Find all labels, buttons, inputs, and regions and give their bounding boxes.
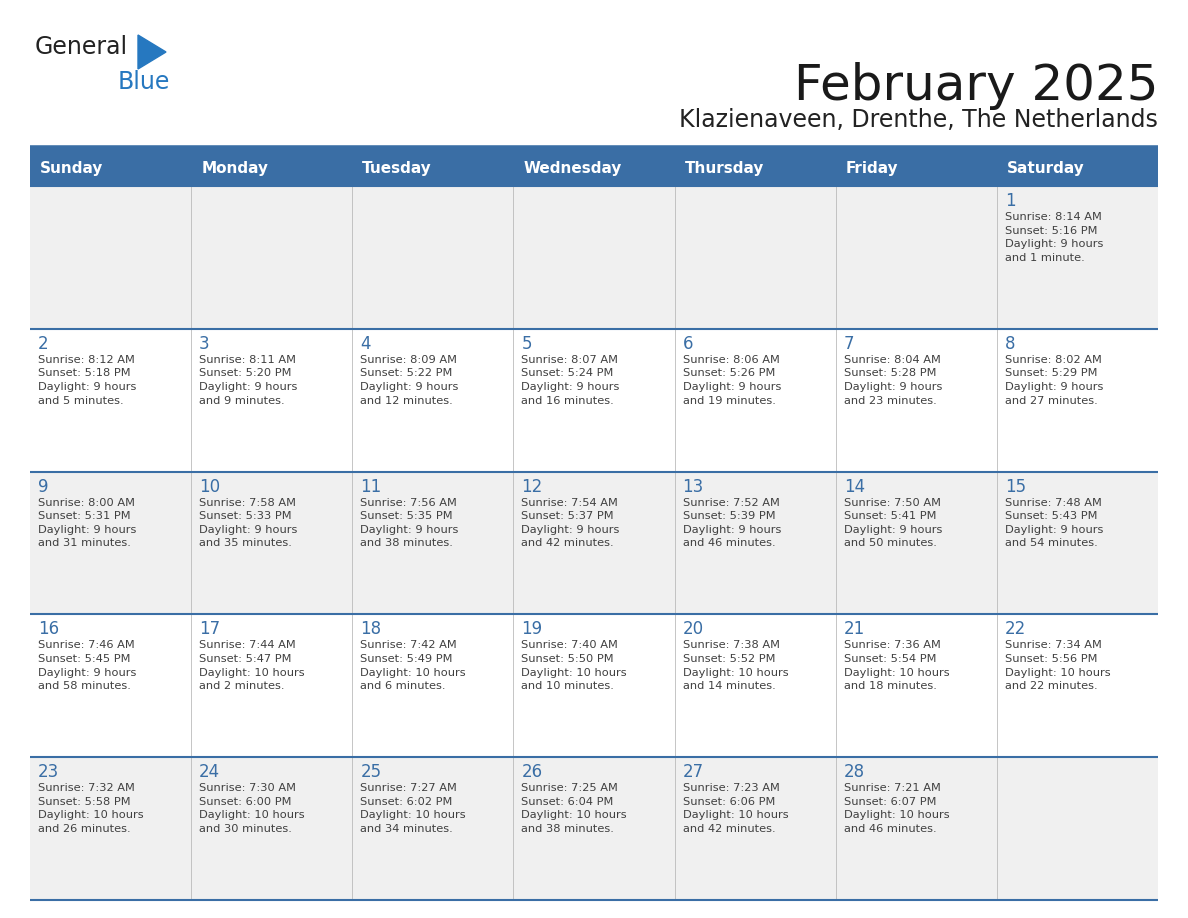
Text: 16: 16 xyxy=(38,621,59,638)
Text: Sunrise: 7:44 AM
Sunset: 5:47 PM
Daylight: 10 hours
and 2 minutes.: Sunrise: 7:44 AM Sunset: 5:47 PM Dayligh… xyxy=(200,641,305,691)
Text: Sunrise: 7:52 AM
Sunset: 5:39 PM
Daylight: 9 hours
and 46 minutes.: Sunrise: 7:52 AM Sunset: 5:39 PM Dayligh… xyxy=(683,498,781,548)
Text: Sunrise: 7:30 AM
Sunset: 6:00 PM
Daylight: 10 hours
and 30 minutes.: Sunrise: 7:30 AM Sunset: 6:00 PM Dayligh… xyxy=(200,783,305,834)
Text: General: General xyxy=(34,35,128,59)
Text: 3: 3 xyxy=(200,335,210,353)
Text: Sunrise: 7:38 AM
Sunset: 5:52 PM
Daylight: 10 hours
and 14 minutes.: Sunrise: 7:38 AM Sunset: 5:52 PM Dayligh… xyxy=(683,641,788,691)
Bar xyxy=(30,150,1158,186)
Text: 1: 1 xyxy=(1005,192,1016,210)
Text: Sunrise: 8:04 AM
Sunset: 5:28 PM
Daylight: 9 hours
and 23 minutes.: Sunrise: 8:04 AM Sunset: 5:28 PM Dayligh… xyxy=(843,354,942,406)
Text: 8: 8 xyxy=(1005,335,1016,353)
Text: 6: 6 xyxy=(683,335,693,353)
Text: Sunrise: 8:00 AM
Sunset: 5:31 PM
Daylight: 9 hours
and 31 minutes.: Sunrise: 8:00 AM Sunset: 5:31 PM Dayligh… xyxy=(38,498,137,548)
Text: Sunrise: 7:36 AM
Sunset: 5:54 PM
Daylight: 10 hours
and 18 minutes.: Sunrise: 7:36 AM Sunset: 5:54 PM Dayligh… xyxy=(843,641,949,691)
Text: Sunrise: 8:07 AM
Sunset: 5:24 PM
Daylight: 9 hours
and 16 minutes.: Sunrise: 8:07 AM Sunset: 5:24 PM Dayligh… xyxy=(522,354,620,406)
Text: 27: 27 xyxy=(683,763,703,781)
Text: Tuesday: Tuesday xyxy=(362,161,432,175)
Text: 14: 14 xyxy=(843,477,865,496)
Text: Sunrise: 7:48 AM
Sunset: 5:43 PM
Daylight: 9 hours
and 54 minutes.: Sunrise: 7:48 AM Sunset: 5:43 PM Dayligh… xyxy=(1005,498,1104,548)
Text: Sunrise: 7:56 AM
Sunset: 5:35 PM
Daylight: 9 hours
and 38 minutes.: Sunrise: 7:56 AM Sunset: 5:35 PM Dayligh… xyxy=(360,498,459,548)
Text: Sunrise: 7:42 AM
Sunset: 5:49 PM
Daylight: 10 hours
and 6 minutes.: Sunrise: 7:42 AM Sunset: 5:49 PM Dayligh… xyxy=(360,641,466,691)
Text: February 2025: February 2025 xyxy=(794,62,1158,110)
Text: Sunrise: 8:11 AM
Sunset: 5:20 PM
Daylight: 9 hours
and 9 minutes.: Sunrise: 8:11 AM Sunset: 5:20 PM Dayligh… xyxy=(200,354,297,406)
Bar xyxy=(30,757,1158,900)
Text: Sunrise: 7:40 AM
Sunset: 5:50 PM
Daylight: 10 hours
and 10 minutes.: Sunrise: 7:40 AM Sunset: 5:50 PM Dayligh… xyxy=(522,641,627,691)
Text: Sunrise: 7:54 AM
Sunset: 5:37 PM
Daylight: 9 hours
and 42 minutes.: Sunrise: 7:54 AM Sunset: 5:37 PM Dayligh… xyxy=(522,498,620,548)
Text: 25: 25 xyxy=(360,763,381,781)
Polygon shape xyxy=(138,35,166,69)
Text: 28: 28 xyxy=(843,763,865,781)
Text: Sunrise: 7:23 AM
Sunset: 6:06 PM
Daylight: 10 hours
and 42 minutes.: Sunrise: 7:23 AM Sunset: 6:06 PM Dayligh… xyxy=(683,783,788,834)
Text: 15: 15 xyxy=(1005,477,1026,496)
Text: Sunrise: 8:12 AM
Sunset: 5:18 PM
Daylight: 9 hours
and 5 minutes.: Sunrise: 8:12 AM Sunset: 5:18 PM Dayligh… xyxy=(38,354,137,406)
Text: Sunrise: 7:27 AM
Sunset: 6:02 PM
Daylight: 10 hours
and 34 minutes.: Sunrise: 7:27 AM Sunset: 6:02 PM Dayligh… xyxy=(360,783,466,834)
Text: 23: 23 xyxy=(38,763,59,781)
Text: Sunrise: 7:50 AM
Sunset: 5:41 PM
Daylight: 9 hours
and 50 minutes.: Sunrise: 7:50 AM Sunset: 5:41 PM Dayligh… xyxy=(843,498,942,548)
Text: Sunrise: 8:14 AM
Sunset: 5:16 PM
Daylight: 9 hours
and 1 minute.: Sunrise: 8:14 AM Sunset: 5:16 PM Dayligh… xyxy=(1005,212,1104,263)
Text: 12: 12 xyxy=(522,477,543,496)
Text: Klazienaveen, Drenthe, The Netherlands: Klazienaveen, Drenthe, The Netherlands xyxy=(680,108,1158,132)
Text: 11: 11 xyxy=(360,477,381,496)
Bar xyxy=(30,614,1158,757)
Bar xyxy=(30,329,1158,472)
Text: 20: 20 xyxy=(683,621,703,638)
Text: 7: 7 xyxy=(843,335,854,353)
Text: Wednesday: Wednesday xyxy=(524,161,621,175)
Text: Sunday: Sunday xyxy=(40,161,103,175)
Text: Sunrise: 8:06 AM
Sunset: 5:26 PM
Daylight: 9 hours
and 19 minutes.: Sunrise: 8:06 AM Sunset: 5:26 PM Dayligh… xyxy=(683,354,781,406)
Text: Sunrise: 8:02 AM
Sunset: 5:29 PM
Daylight: 9 hours
and 27 minutes.: Sunrise: 8:02 AM Sunset: 5:29 PM Dayligh… xyxy=(1005,354,1104,406)
Text: Monday: Monday xyxy=(201,161,268,175)
Text: 10: 10 xyxy=(200,477,220,496)
Text: Sunrise: 7:34 AM
Sunset: 5:56 PM
Daylight: 10 hours
and 22 minutes.: Sunrise: 7:34 AM Sunset: 5:56 PM Dayligh… xyxy=(1005,641,1111,691)
Text: 21: 21 xyxy=(843,621,865,638)
Text: 24: 24 xyxy=(200,763,220,781)
Bar xyxy=(30,186,1158,329)
Text: Saturday: Saturday xyxy=(1007,161,1085,175)
Text: Friday: Friday xyxy=(846,161,898,175)
Text: Sunrise: 8:09 AM
Sunset: 5:22 PM
Daylight: 9 hours
and 12 minutes.: Sunrise: 8:09 AM Sunset: 5:22 PM Dayligh… xyxy=(360,354,459,406)
Text: Sunrise: 7:46 AM
Sunset: 5:45 PM
Daylight: 9 hours
and 58 minutes.: Sunrise: 7:46 AM Sunset: 5:45 PM Dayligh… xyxy=(38,641,137,691)
Text: Thursday: Thursday xyxy=(684,161,764,175)
Text: Blue: Blue xyxy=(118,70,170,94)
Text: 17: 17 xyxy=(200,621,220,638)
Text: Sunrise: 7:58 AM
Sunset: 5:33 PM
Daylight: 9 hours
and 35 minutes.: Sunrise: 7:58 AM Sunset: 5:33 PM Dayligh… xyxy=(200,498,297,548)
Text: 5: 5 xyxy=(522,335,532,353)
Text: 26: 26 xyxy=(522,763,543,781)
Bar xyxy=(30,472,1158,614)
Text: 19: 19 xyxy=(522,621,543,638)
Text: 22: 22 xyxy=(1005,621,1026,638)
Text: 4: 4 xyxy=(360,335,371,353)
Text: 18: 18 xyxy=(360,621,381,638)
Text: Sunrise: 7:32 AM
Sunset: 5:58 PM
Daylight: 10 hours
and 26 minutes.: Sunrise: 7:32 AM Sunset: 5:58 PM Dayligh… xyxy=(38,783,144,834)
Text: 2: 2 xyxy=(38,335,49,353)
Text: Sunrise: 7:21 AM
Sunset: 6:07 PM
Daylight: 10 hours
and 46 minutes.: Sunrise: 7:21 AM Sunset: 6:07 PM Dayligh… xyxy=(843,783,949,834)
Text: 13: 13 xyxy=(683,477,703,496)
Text: Sunrise: 7:25 AM
Sunset: 6:04 PM
Daylight: 10 hours
and 38 minutes.: Sunrise: 7:25 AM Sunset: 6:04 PM Dayligh… xyxy=(522,783,627,834)
Text: 9: 9 xyxy=(38,477,49,496)
